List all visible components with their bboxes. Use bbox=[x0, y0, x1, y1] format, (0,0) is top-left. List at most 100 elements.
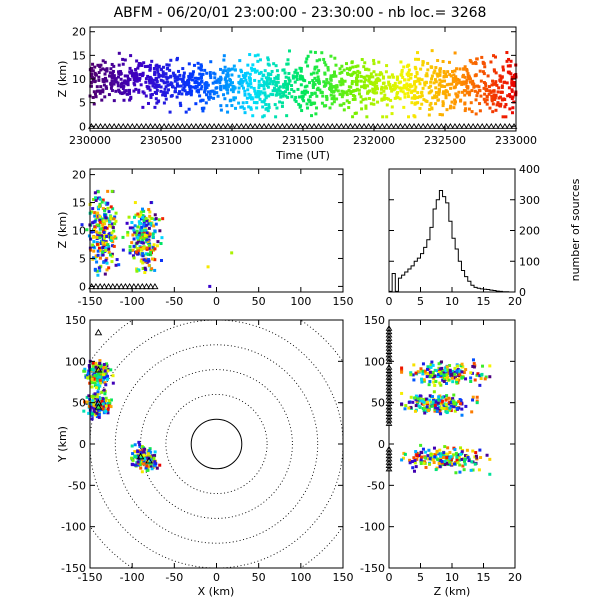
source-point bbox=[462, 67, 466, 71]
source-point bbox=[110, 76, 114, 80]
source-point bbox=[93, 268, 97, 272]
source-point bbox=[472, 365, 476, 369]
source-point bbox=[450, 82, 454, 86]
source-point bbox=[444, 403, 448, 407]
source-point bbox=[266, 58, 270, 62]
source-point bbox=[116, 84, 120, 88]
source-point bbox=[416, 77, 420, 81]
source-point bbox=[109, 405, 113, 409]
source-point bbox=[340, 77, 344, 81]
y-tick-label: -150 bbox=[360, 562, 385, 575]
source-point bbox=[359, 95, 363, 99]
source-point bbox=[313, 101, 317, 105]
source-point bbox=[226, 71, 230, 75]
source-point bbox=[510, 75, 514, 79]
source-point bbox=[140, 233, 144, 237]
source-point bbox=[510, 78, 514, 82]
source-point bbox=[432, 446, 436, 450]
source-point bbox=[416, 57, 420, 61]
source-point bbox=[376, 100, 380, 104]
source-point bbox=[111, 69, 115, 73]
source-point bbox=[471, 449, 475, 453]
source-point bbox=[453, 409, 457, 413]
source-point bbox=[98, 410, 102, 414]
source-point bbox=[114, 219, 118, 223]
panel-plan-view-frame bbox=[89, 319, 344, 569]
source-point bbox=[92, 240, 96, 244]
source-point bbox=[125, 80, 129, 84]
source-point bbox=[102, 246, 106, 250]
source-point bbox=[308, 95, 312, 99]
source-point bbox=[196, 76, 200, 80]
source-point bbox=[133, 79, 137, 83]
source-point bbox=[261, 91, 265, 95]
source-point bbox=[135, 79, 139, 83]
source-point bbox=[89, 74, 93, 78]
source-point bbox=[443, 85, 447, 89]
source-point bbox=[149, 222, 153, 226]
source-point bbox=[102, 83, 106, 87]
source-point bbox=[141, 247, 145, 251]
source-point bbox=[151, 84, 155, 88]
source-point bbox=[262, 84, 266, 88]
source-point bbox=[460, 413, 464, 417]
source-point bbox=[474, 62, 478, 66]
source-point bbox=[323, 81, 327, 85]
source-point bbox=[313, 76, 317, 80]
source-point bbox=[107, 93, 111, 97]
source-point bbox=[431, 96, 435, 100]
x-tick-label: 231500 bbox=[282, 134, 324, 147]
source-point bbox=[368, 96, 372, 100]
source-point bbox=[464, 404, 468, 408]
plan-x-axis-label: X (km) bbox=[198, 585, 235, 598]
source-point bbox=[505, 51, 509, 55]
source-point bbox=[237, 81, 241, 85]
source-point bbox=[298, 105, 302, 109]
source-point bbox=[212, 71, 216, 75]
source-point bbox=[489, 90, 493, 94]
source-point bbox=[410, 90, 414, 94]
source-point bbox=[356, 73, 360, 77]
source-point bbox=[483, 65, 487, 69]
source-point bbox=[268, 82, 272, 86]
time-axis-label: Time (UT) bbox=[275, 149, 330, 162]
source-point bbox=[137, 231, 141, 235]
source-point bbox=[253, 89, 257, 93]
source-point bbox=[350, 82, 354, 86]
source-point bbox=[104, 375, 108, 379]
source-point bbox=[414, 397, 418, 401]
source-point bbox=[104, 241, 108, 245]
source-point bbox=[256, 89, 260, 93]
source-point bbox=[103, 272, 107, 276]
source-point bbox=[453, 98, 457, 102]
source-point bbox=[131, 233, 135, 237]
source-point bbox=[475, 373, 479, 377]
source-point bbox=[450, 462, 454, 466]
source-point bbox=[147, 263, 151, 267]
source-point bbox=[500, 85, 504, 89]
source-point bbox=[445, 381, 449, 385]
source-point bbox=[485, 98, 489, 102]
source-point bbox=[151, 235, 155, 239]
source-point bbox=[202, 106, 206, 110]
source-point bbox=[421, 60, 425, 64]
source-point bbox=[466, 455, 470, 459]
source-point bbox=[96, 273, 100, 277]
source-point bbox=[442, 69, 446, 73]
source-point bbox=[90, 376, 94, 380]
source-point bbox=[354, 76, 358, 80]
source-point bbox=[104, 85, 108, 89]
source-point bbox=[439, 412, 443, 416]
source-point bbox=[109, 215, 113, 219]
source-point bbox=[438, 70, 442, 74]
source-point bbox=[480, 55, 484, 59]
x-tick-label: 100 bbox=[290, 295, 311, 308]
panel-height-y-frame bbox=[388, 319, 516, 569]
source-point bbox=[433, 78, 437, 82]
source-point bbox=[433, 409, 437, 413]
source-point bbox=[93, 219, 97, 223]
source-point bbox=[409, 72, 413, 76]
station-triangle bbox=[501, 123, 509, 129]
source-point bbox=[238, 59, 242, 63]
source-point bbox=[132, 237, 136, 241]
